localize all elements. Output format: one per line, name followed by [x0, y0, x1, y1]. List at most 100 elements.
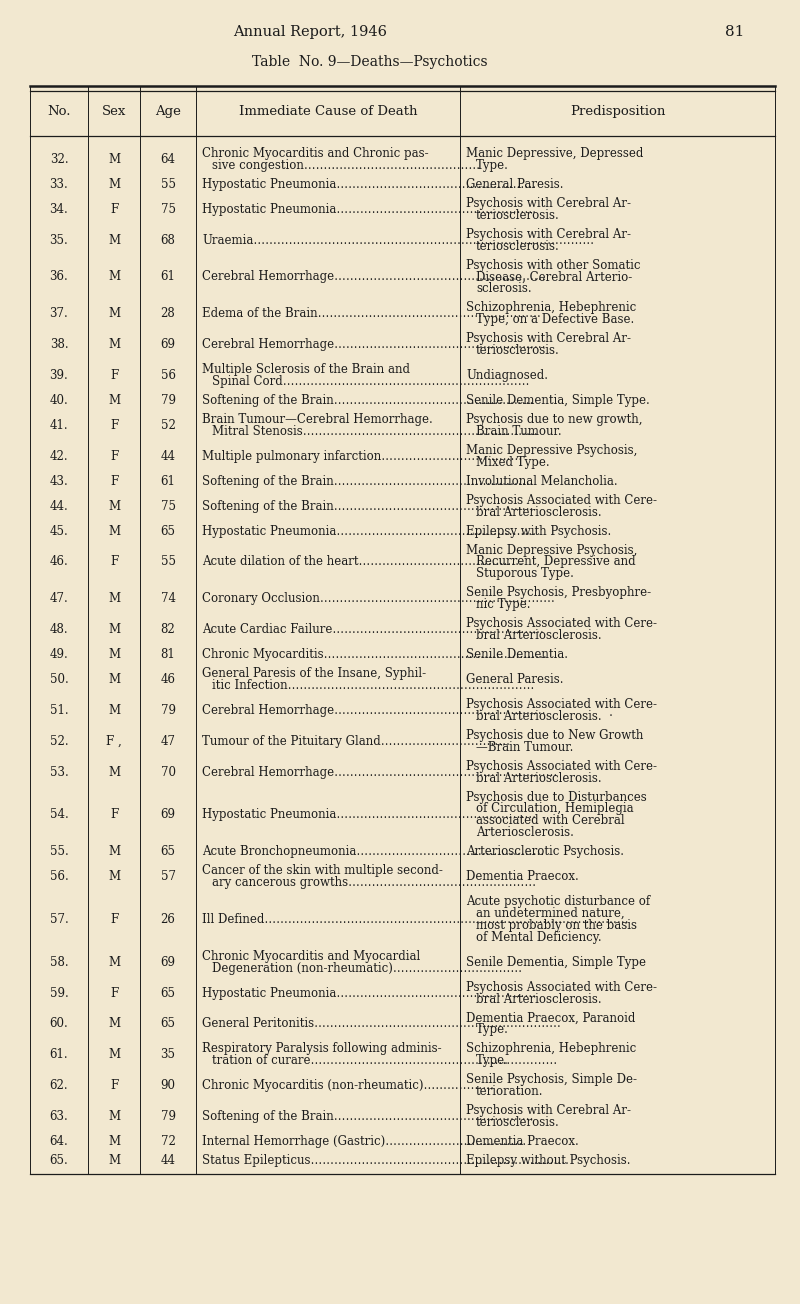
- Text: Respiratory Paralysis following adminis-: Respiratory Paralysis following adminis-: [202, 1042, 442, 1055]
- Text: General Paresis.: General Paresis.: [466, 177, 563, 190]
- Text: 56: 56: [161, 369, 175, 382]
- Text: 45.: 45.: [50, 524, 68, 537]
- Text: F: F: [110, 808, 118, 822]
- Text: Sex: Sex: [102, 106, 126, 117]
- Text: Manic Depressive Psychosis,: Manic Depressive Psychosis,: [466, 544, 638, 557]
- Text: M: M: [108, 845, 120, 858]
- Text: Predisposition: Predisposition: [570, 106, 665, 117]
- Text: an undetermined nature,: an undetermined nature,: [476, 908, 625, 921]
- Text: Mitral Stenosis……………………………………………………: Mitral Stenosis……………………………………………………: [212, 425, 538, 438]
- Text: 37.: 37.: [50, 308, 68, 321]
- Text: General Paresis.: General Paresis.: [466, 673, 563, 686]
- Text: 58.: 58.: [50, 956, 68, 969]
- Text: 35.: 35.: [50, 233, 68, 246]
- Text: Coronary Occlusion……………………………………………………: Coronary Occlusion……………………………………………………: [202, 592, 555, 605]
- Text: Chronic Myocarditis and Chronic pas-: Chronic Myocarditis and Chronic pas-: [202, 147, 429, 160]
- Text: F: F: [110, 203, 118, 215]
- Text: 79: 79: [161, 704, 175, 717]
- Text: M: M: [108, 1154, 120, 1167]
- Text: 75: 75: [161, 499, 175, 512]
- Text: Chronic Myocarditis and Myocardial: Chronic Myocarditis and Myocardial: [202, 949, 420, 962]
- Text: of Mental Deficiency.: of Mental Deficiency.: [476, 931, 602, 944]
- Text: Manic Depressive Psychosis,: Manic Depressive Psychosis,: [466, 443, 638, 456]
- Text: Psychosis Associated with Cere-: Psychosis Associated with Cere-: [466, 760, 657, 773]
- Text: Epilepsy with Psychosis.: Epilepsy with Psychosis.: [466, 524, 611, 537]
- Text: Psychosis Associated with Cere-: Psychosis Associated with Cere-: [466, 617, 657, 630]
- Text: 40.: 40.: [50, 394, 68, 407]
- Text: Brain Tumour.: Brain Tumour.: [476, 425, 562, 438]
- Text: F: F: [110, 450, 118, 463]
- Text: M: M: [108, 153, 120, 166]
- Text: Senile Dementia, Simple Type: Senile Dementia, Simple Type: [466, 956, 646, 969]
- Text: sive congestion………………………………………: sive congestion………………………………………: [212, 159, 480, 172]
- Text: of Circulation, Hemiplegia: of Circulation, Hemiplegia: [476, 802, 634, 815]
- Text: Dementia Praecox.: Dementia Praecox.: [466, 870, 578, 883]
- Text: Type.: Type.: [476, 1024, 509, 1037]
- Text: Type, on a Defective Base.: Type, on a Defective Base.: [476, 313, 634, 326]
- Text: 55: 55: [161, 177, 175, 190]
- Text: nic Type.: nic Type.: [476, 599, 530, 612]
- Text: 48.: 48.: [50, 623, 68, 636]
- Text: 51.: 51.: [50, 704, 68, 717]
- Text: 35: 35: [161, 1048, 175, 1061]
- Text: M: M: [108, 648, 120, 661]
- Text: 61: 61: [161, 270, 175, 283]
- Text: Degeneration (non-rheumatic)……………………………: Degeneration (non-rheumatic)……………………………: [212, 961, 522, 974]
- Text: Type.: Type.: [476, 1055, 509, 1068]
- Text: Psychosis with Cerebral Ar-: Psychosis with Cerebral Ar-: [466, 197, 631, 210]
- Text: F: F: [110, 475, 118, 488]
- Text: Uraemia……………………………………………………………………………: Uraemia……………………………………………………………………………: [202, 233, 594, 246]
- Text: 41.: 41.: [50, 419, 68, 432]
- Text: associated with Cerebral: associated with Cerebral: [476, 815, 625, 827]
- Text: F: F: [110, 556, 118, 569]
- Text: Cerebral Hemorrhage………………………………………………: Cerebral Hemorrhage………………………………………………: [202, 270, 546, 283]
- Text: bral Arteriosclerosis.: bral Arteriosclerosis.: [476, 772, 602, 785]
- Text: Psychosis with Cerebral Ar-: Psychosis with Cerebral Ar-: [466, 1104, 631, 1118]
- Text: M: M: [108, 394, 120, 407]
- Text: Schizophrenia, Hebephrenic: Schizophrenia, Hebephrenic: [466, 301, 636, 314]
- Text: Mixed Type.: Mixed Type.: [476, 456, 550, 468]
- Text: sclerosis.: sclerosis.: [476, 283, 532, 296]
- Text: 44: 44: [161, 1154, 175, 1167]
- Text: Status Epilepticus…………………………………………………………: Status Epilepticus…………………………………………………………: [202, 1154, 569, 1167]
- Text: M: M: [108, 1110, 120, 1123]
- Text: Psychosis Associated with Cere-: Psychosis Associated with Cere-: [466, 981, 657, 994]
- Text: Hypostatic Pneumonia……………………………………………: Hypostatic Pneumonia……………………………………………: [202, 524, 536, 537]
- Text: 47: 47: [161, 734, 175, 747]
- Text: 44.: 44.: [50, 499, 68, 512]
- Text: 61.: 61.: [50, 1048, 68, 1061]
- Text: Softening of the Brain……………………………………………: Softening of the Brain……………………………………………: [202, 1110, 534, 1123]
- Text: M: M: [108, 592, 120, 605]
- Text: 43.: 43.: [50, 475, 68, 488]
- Text: Cerebral Hemorrhage………………………………………………: Cerebral Hemorrhage………………………………………………: [202, 338, 546, 351]
- Text: Arteriosclerosis.: Arteriosclerosis.: [476, 827, 574, 840]
- Text: 42.: 42.: [50, 450, 68, 463]
- Text: Multiple pulmonary infarction………………………………: Multiple pulmonary infarction………………………………: [202, 450, 522, 463]
- Text: teriosclerosis.: teriosclerosis.: [476, 240, 560, 253]
- Text: F: F: [110, 913, 118, 926]
- Text: Dementia Praecox, Paranoid: Dementia Praecox, Paranoid: [466, 1012, 635, 1025]
- Text: Acute Cardiac Failure………………………………………………: Acute Cardiac Failure………………………………………………: [202, 623, 544, 636]
- Text: bral Arteriosclerosis.: bral Arteriosclerosis.: [476, 506, 602, 519]
- Text: 34.: 34.: [50, 203, 68, 215]
- Text: 49.: 49.: [50, 648, 68, 661]
- Text: 64: 64: [161, 153, 175, 166]
- Text: 54.: 54.: [50, 808, 68, 822]
- Text: Cerebral Hemorrhage…………………………………………………: Cerebral Hemorrhage…………………………………………………: [202, 765, 558, 778]
- Text: Chronic Myocarditis…………………………………………………: Chronic Myocarditis…………………………………………………: [202, 648, 547, 661]
- Text: 65: 65: [161, 845, 175, 858]
- Text: Softening of the Brain……………………………………………: Softening of the Brain……………………………………………: [202, 394, 534, 407]
- Text: 57: 57: [161, 870, 175, 883]
- Text: Table  No. 9—Deaths—Psychotics: Table No. 9—Deaths—Psychotics: [252, 55, 488, 69]
- Text: bral Arteriosclerosis.: bral Arteriosclerosis.: [476, 992, 602, 1005]
- Text: Undiagnosed.: Undiagnosed.: [466, 369, 548, 382]
- Text: General Peritonitis………………………………………………………: General Peritonitis………………………………………………………: [202, 1017, 561, 1030]
- Text: 32.: 32.: [50, 153, 68, 166]
- Text: Psychosis Associated with Cere-: Psychosis Associated with Cere-: [466, 494, 657, 507]
- Text: Annual Report, 1946: Annual Report, 1946: [233, 25, 387, 39]
- Text: 65: 65: [161, 524, 175, 537]
- Text: 81: 81: [726, 25, 745, 39]
- Text: M: M: [108, 177, 120, 190]
- Text: No.: No.: [47, 106, 70, 117]
- Text: Brain Tumour—Cerebral Hemorrhage.: Brain Tumour—Cerebral Hemorrhage.: [202, 413, 433, 426]
